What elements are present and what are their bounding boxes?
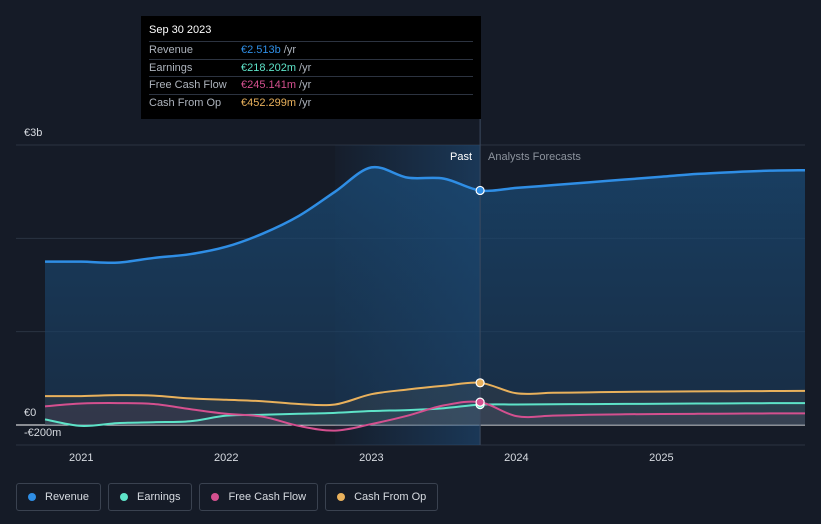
tooltip-label: Revenue <box>149 44 194 57</box>
y-tick-label: €0 <box>24 407 36 419</box>
legend-item-revenue[interactable]: Revenue <box>16 483 102 511</box>
chart-area: €3b €0 -€200m 2021 2022 2023 2024 2025 Past An… <box>16 119 806 464</box>
tooltip-unit: /yr <box>299 96 312 109</box>
legend-dot-icon <box>120 493 129 501</box>
legend-label: Free Cash Flow <box>228 491 307 503</box>
free-cash-flow-point <box>475 397 485 407</box>
x-tick-label: 2023 <box>359 452 383 464</box>
y-tick-label: €3b <box>24 127 42 139</box>
tooltip-value: €245.141m <box>241 79 297 92</box>
tooltip-label: Earnings <box>149 61 193 74</box>
legend-dot-icon <box>211 493 220 501</box>
tooltip-row-revenue: Revenue €2.513b /yr <box>149 41 473 59</box>
legend-label: Revenue <box>45 491 90 503</box>
free-cash-flow-line <box>44 400 806 432</box>
legend-item-cash-from-op[interactable]: Cash From Op <box>325 483 439 511</box>
legend-label: Earnings <box>137 491 181 503</box>
past-label: Past <box>450 151 472 163</box>
tooltip: Sep 30 2023 Revenue €2.513b /yr Earnings… <box>141 16 481 119</box>
tooltip-value: €2.513b <box>241 44 281 57</box>
tooltip-row-cash-from-op: Cash From Op €452.299m /yr <box>149 93 473 112</box>
x-tick-label: 2025 <box>649 452 673 464</box>
free-cash-flow-area <box>45 401 806 431</box>
tooltip-row-free-cash-flow: Free Cash Flow €245.141m /yr <box>149 76 473 94</box>
legend-item-free-cash-flow[interactable]: Free Cash Flow <box>199 483 319 511</box>
y-tick-label: -€200m <box>24 427 61 439</box>
tooltip-label: Cash From Op <box>149 96 222 109</box>
revenue-line <box>45 165 806 264</box>
legend: Revenue Earnings Free Cash Flow Cash Fro… <box>16 483 439 511</box>
tooltip-unit: /yr <box>283 44 296 57</box>
tooltip-value: €218.202m <box>241 61 297 74</box>
revenue-area <box>45 167 806 425</box>
tooltip-unit: /yr <box>299 61 312 74</box>
legend-dot-icon <box>337 493 346 501</box>
tooltip-label: Free Cash Flow <box>149 79 227 92</box>
legend-label: Cash From Op <box>354 491 427 503</box>
x-tick-label: 2021 <box>69 452 93 464</box>
tooltip-unit: /yr <box>299 79 312 92</box>
legend-dot-icon <box>28 493 36 501</box>
tooltip-value: €452.299m <box>241 96 297 109</box>
tooltip-date: Sep 30 2023 <box>149 24 212 36</box>
earnings-area <box>45 403 806 427</box>
x-tick-label: 2024 <box>504 452 528 464</box>
cash-from-op-point <box>475 378 485 388</box>
tooltip-row-earnings: Earnings €218.202m /yr <box>149 58 473 77</box>
x-tick-label: 2022 <box>214 452 238 464</box>
forecast-label: Analysts Forecasts <box>488 151 581 163</box>
legend-item-earnings[interactable]: Earnings <box>108 483 193 511</box>
cash-from-op-line <box>45 381 806 407</box>
revenue-point <box>475 185 485 196</box>
